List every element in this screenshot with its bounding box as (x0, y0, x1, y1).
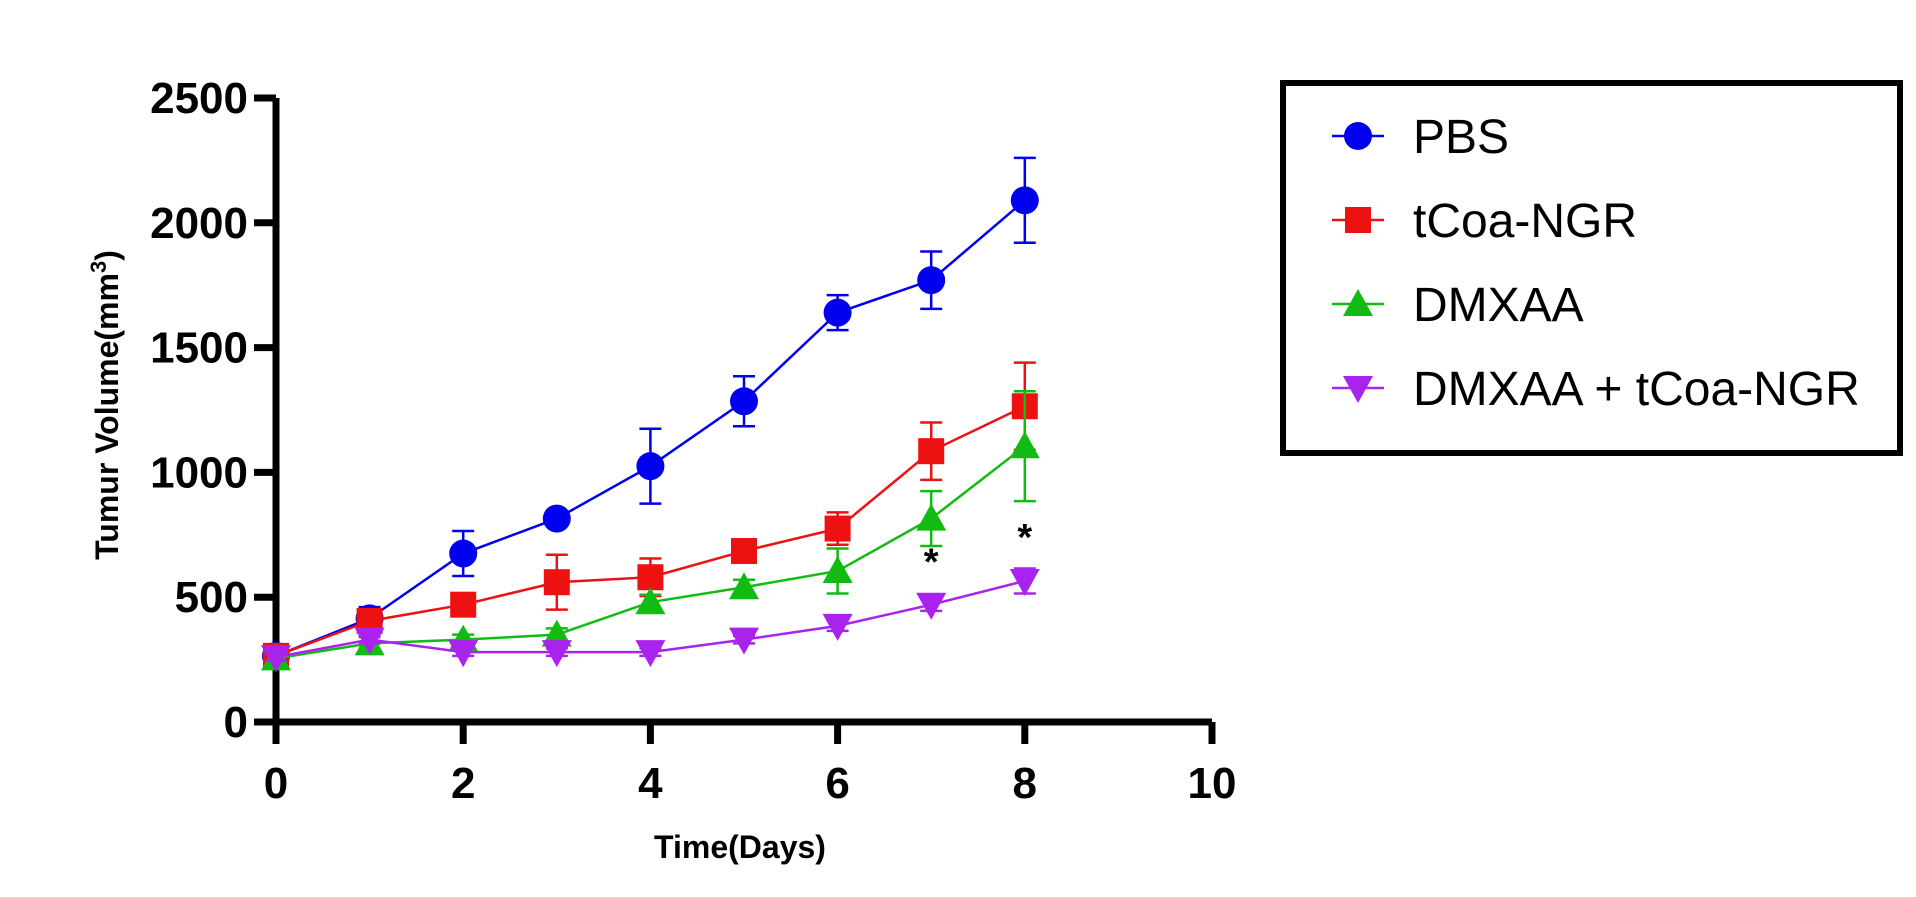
legend-marker (1343, 289, 1373, 316)
y-tick-label: 500 (175, 573, 248, 622)
data-point (1010, 186, 1039, 215)
legend-item: DMXAA + tCoa-NGR (1332, 363, 1860, 416)
data-point (261, 645, 291, 673)
x-tick-label: 2 (451, 759, 475, 808)
legend-box (1280, 80, 1903, 456)
data-point (448, 640, 479, 668)
data-point (916, 503, 947, 531)
data-point (1009, 568, 1040, 596)
data-point (541, 619, 572, 647)
data-point (449, 539, 478, 568)
x-tick-label: 8 (1013, 759, 1037, 808)
legend-item: PBS (1332, 111, 1509, 164)
x-tick-label: 4 (638, 759, 663, 808)
x-tick-label: 0 (264, 759, 288, 808)
y-tick-label: 2000 (150, 199, 248, 248)
y-axis-title-superscript: 3 (86, 261, 111, 273)
x-tick-label: 10 (1188, 759, 1237, 808)
x-tick-label: 6 (825, 759, 849, 808)
x-axis-title: Time(Days) (654, 829, 826, 865)
data-point (354, 627, 385, 655)
data-point (729, 627, 759, 655)
data-point (730, 387, 758, 416)
data-point (918, 438, 945, 465)
data-point (824, 515, 851, 542)
data-point (916, 592, 947, 620)
data-point (822, 555, 853, 583)
legend-marker (1344, 122, 1372, 150)
legend: PBS tCoa-NGR DMXAA DMXAA + tCoa-NGR (1280, 80, 1903, 456)
legend-label: tCoa-NGR (1413, 195, 1637, 248)
data-point (823, 298, 852, 327)
data-point (636, 452, 665, 481)
axes (272, 98, 1212, 726)
data-point (541, 640, 572, 668)
significance-marker: * (1017, 517, 1032, 559)
data-point (822, 613, 853, 641)
legend-marker (1345, 207, 1371, 233)
series-dmxaa-tcoa-ngr (261, 567, 1040, 673)
series-tcoa-ngr (263, 361, 1038, 669)
data-point (917, 266, 946, 295)
legend-items: PBS tCoa-NGR DMXAA DMXAA + tCoa-NGR (1332, 111, 1860, 416)
data-point (635, 640, 666, 668)
y-axis-title-suffix: ) (89, 250, 125, 261)
legend-item: tCoa-NGR (1332, 195, 1637, 248)
data-point (729, 572, 759, 600)
significance-marker: * (924, 542, 939, 584)
legend-label: DMXAA + tCoa-NGR (1413, 363, 1860, 416)
legend-label: DMXAA (1413, 279, 1584, 332)
legend-item: DMXAA (1332, 279, 1584, 332)
legend-label: PBS (1413, 111, 1509, 164)
legend-marker (1343, 376, 1373, 403)
data-point (731, 538, 757, 565)
data-point (637, 564, 664, 591)
series-layer (261, 156, 1040, 673)
y-tick-label: 1500 (150, 324, 248, 373)
y-tick-label: 2500 (150, 74, 248, 123)
data-point (450, 591, 477, 618)
tick-marks: 0 500 1000 1500 2000 2500 0 2 4 6 8 10 (150, 74, 1236, 808)
y-tick-label: 0 (224, 698, 248, 747)
data-point (1009, 431, 1040, 459)
annotations: ** (924, 517, 1033, 584)
y-axis-title: Tumur Volume(mm3) (86, 250, 126, 560)
data-point (543, 569, 570, 596)
y-tick-label: 1000 (150, 448, 248, 497)
data-point (635, 587, 666, 615)
data-point (542, 504, 571, 533)
